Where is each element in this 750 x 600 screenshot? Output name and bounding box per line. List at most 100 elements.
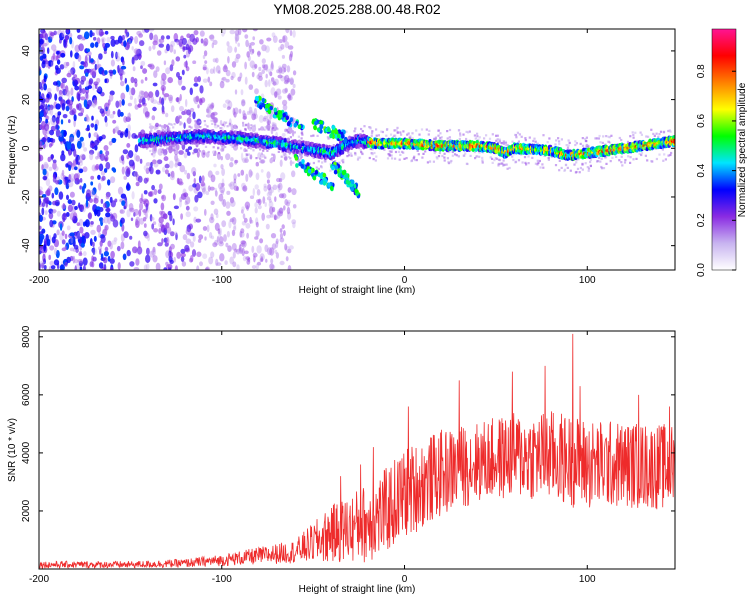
spectrogram-cell xyxy=(58,191,64,200)
spectrogram-cell xyxy=(226,142,229,145)
spectrogram-cell xyxy=(113,126,119,133)
spectrogram-cell xyxy=(618,136,621,140)
spectrogram-cell xyxy=(260,159,266,164)
spectrogram-cell xyxy=(566,166,569,169)
spectrogram-cell xyxy=(189,232,195,237)
spectrogram-cell xyxy=(282,88,288,94)
spectrogram-cell xyxy=(134,54,139,61)
spectrogram-cell xyxy=(212,39,218,46)
spectrogram-cell xyxy=(151,115,156,121)
spectrogram-cell xyxy=(270,87,276,96)
spectrogram-cell xyxy=(350,154,353,157)
spectrogram-cell xyxy=(113,237,118,242)
spectrogram-cell xyxy=(48,104,54,111)
spectrogram-cell xyxy=(391,157,394,160)
spectrogram-cell xyxy=(245,222,251,229)
spectrogram-cell xyxy=(478,136,481,139)
spectrogram-cell xyxy=(468,130,471,133)
spectrogram-cell xyxy=(308,154,311,157)
spectrogram-cell xyxy=(478,155,481,158)
spectrogram-cell xyxy=(71,199,76,206)
spectrogram-cell xyxy=(282,104,288,111)
spectrogram-cell xyxy=(69,37,73,45)
spectrogram-cell xyxy=(221,178,225,185)
spectrogram-cell xyxy=(251,125,257,133)
spectrogram-cell xyxy=(199,98,203,106)
spectrogram-cell xyxy=(370,132,374,135)
spectrogram-cell xyxy=(446,130,449,133)
spectrogram-cell xyxy=(263,183,267,188)
spectrogram-cell xyxy=(234,57,239,64)
spectrogram-cell xyxy=(280,155,283,158)
spectrogram-cell xyxy=(390,133,393,136)
spectrogram-cell xyxy=(153,70,158,78)
spectrogram-cell xyxy=(100,198,104,204)
spectrogram-cell xyxy=(209,104,214,109)
spectrogram-cell xyxy=(47,47,50,54)
spectrogram-cell xyxy=(107,179,111,186)
spectrogram-cell xyxy=(97,182,102,191)
spectrogram-cell xyxy=(144,76,148,81)
spectrogram-cell xyxy=(78,260,84,267)
spectrogram-cell xyxy=(169,44,174,53)
spectrogram-cell xyxy=(105,161,111,170)
spectrogram-cell xyxy=(55,129,61,138)
spectrogram-cell xyxy=(238,108,242,114)
spectrogram-cell xyxy=(204,60,208,64)
spectrogram-cell xyxy=(514,133,517,136)
spectrogram-cell xyxy=(632,136,635,139)
spectrogram-cell xyxy=(264,202,267,207)
spectrogram-cell xyxy=(104,115,108,123)
spectrogram-cell xyxy=(149,123,152,126)
spectrogram-cell xyxy=(80,107,85,114)
spectrogram-cell xyxy=(271,264,276,270)
spectrogram-cell xyxy=(317,160,320,163)
spectrogram-cell xyxy=(169,173,175,181)
spectrogram-cell xyxy=(74,52,80,60)
spectrogram-cell xyxy=(204,123,207,126)
spectrogram-cell xyxy=(77,258,83,263)
spectrogram-cell xyxy=(242,185,248,192)
spectrogram-cell xyxy=(246,51,250,58)
spectrogram-cell xyxy=(184,200,188,206)
spectrogram-cell xyxy=(635,157,638,160)
spectrogram-cell xyxy=(554,164,558,167)
spectrogram-cell xyxy=(161,110,166,115)
spectrogram-cell xyxy=(249,127,252,130)
spectrogram-cell xyxy=(106,206,110,213)
spectrogram-cell xyxy=(283,79,289,85)
spectrogram-cell xyxy=(269,213,274,218)
spectrogram-cell xyxy=(243,217,248,223)
spectrogram-cell xyxy=(185,66,190,72)
spectrogram-cell xyxy=(42,53,47,59)
spectrogram-cell xyxy=(135,218,139,226)
spectrogram-cell xyxy=(600,165,603,169)
spectrogram-cell xyxy=(244,34,249,39)
spectrogram-cell xyxy=(284,87,288,93)
spectrogram-cell xyxy=(437,134,440,137)
spectrogram-cell xyxy=(96,86,102,93)
spectrogram-cell xyxy=(80,242,85,248)
spectrogram-cell xyxy=(174,38,180,43)
spectrogram-cell xyxy=(48,166,53,172)
spectrogram-cell xyxy=(85,114,89,122)
spectrogram-cell xyxy=(180,248,186,254)
spectrogram-cell xyxy=(418,133,421,136)
spectrogram-cell xyxy=(204,208,207,216)
spectrogram-cell xyxy=(46,238,51,247)
spectrogram-cell xyxy=(104,30,109,35)
spectrogram-cell xyxy=(568,141,571,144)
spectrogram-cell xyxy=(623,161,627,164)
spectrogram-cell xyxy=(253,255,256,263)
spectrogram-cell xyxy=(587,167,591,170)
spectrogram-cell xyxy=(170,231,175,237)
spectrogram-cell xyxy=(69,232,75,237)
spectrogram-cell xyxy=(206,106,210,114)
spectrogram-cell xyxy=(213,153,216,156)
spectrogram-cell xyxy=(495,134,498,137)
spectrogram-cell xyxy=(212,146,215,149)
spectrogram-cell xyxy=(158,124,162,127)
spectrogram-cell xyxy=(117,262,121,270)
spectrogram-cell xyxy=(130,76,135,84)
spectrogram-cell xyxy=(358,156,362,159)
